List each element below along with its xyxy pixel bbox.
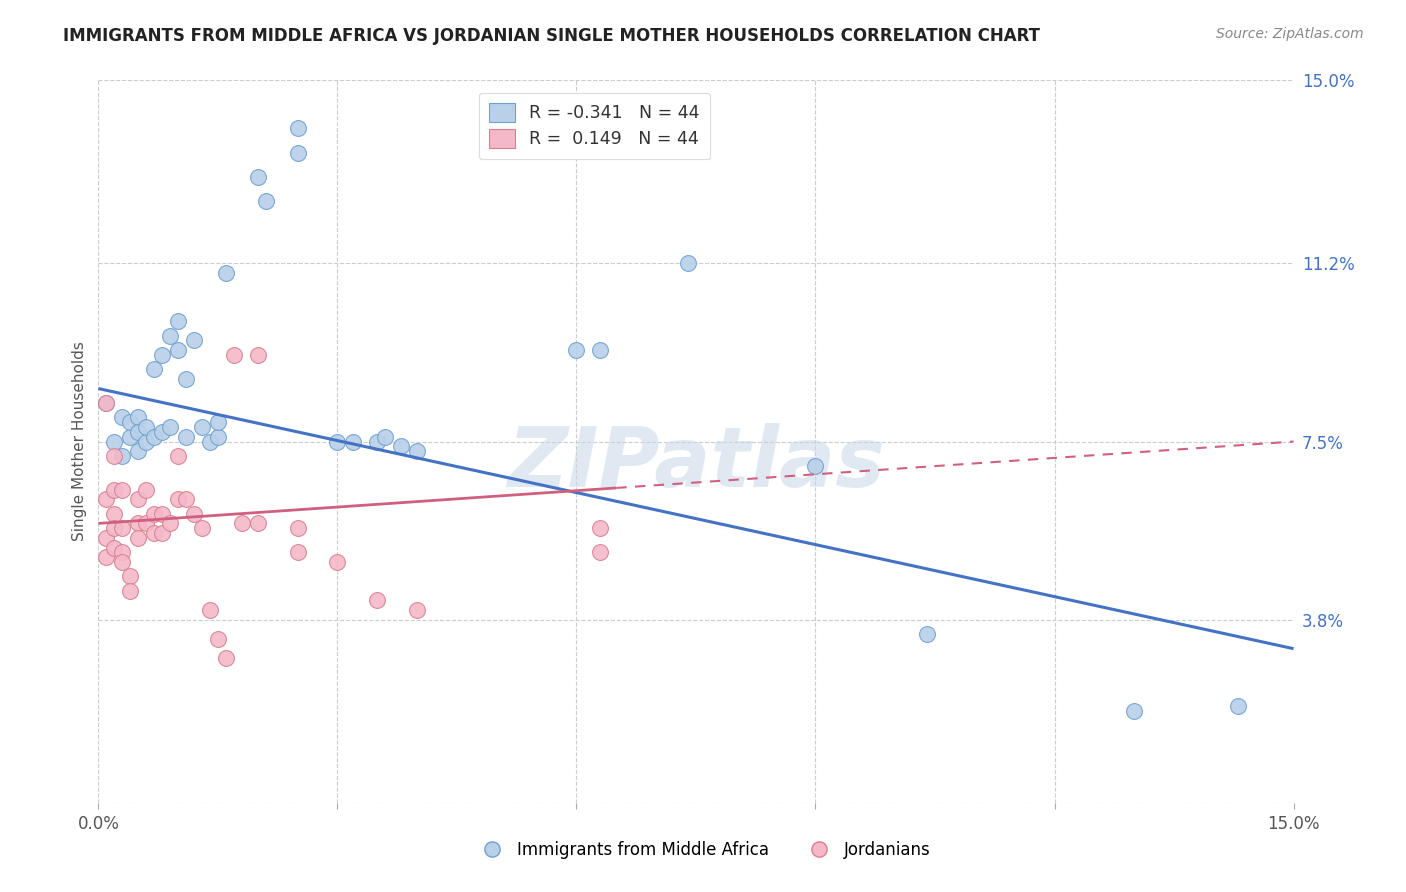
- Point: [167, 314, 190, 328]
- Point: [120, 569, 142, 583]
- Point: [96, 550, 118, 565]
- Point: [127, 531, 149, 545]
- Point: [150, 348, 173, 362]
- Point: [366, 434, 388, 449]
- Point: [167, 449, 190, 463]
- Point: [246, 348, 269, 362]
- Point: [96, 531, 118, 545]
- Point: [135, 516, 157, 531]
- Legend: Immigrants from Middle Africa, Jordanians: Immigrants from Middle Africa, Jordanian…: [468, 835, 938, 866]
- Point: [103, 483, 125, 497]
- Point: [1226, 699, 1249, 714]
- Point: [207, 632, 229, 646]
- Point: [127, 492, 149, 507]
- Point: [287, 521, 309, 535]
- Point: [111, 483, 134, 497]
- Point: [143, 507, 166, 521]
- Point: [191, 521, 214, 535]
- Point: [326, 555, 349, 569]
- Text: IMMIGRANTS FROM MIDDLE AFRICA VS JORDANIAN SINGLE MOTHER HOUSEHOLDS CORRELATION : IMMIGRANTS FROM MIDDLE AFRICA VS JORDANI…: [63, 27, 1040, 45]
- Point: [174, 492, 197, 507]
- Point: [103, 541, 125, 555]
- Point: [143, 526, 166, 541]
- Point: [135, 483, 157, 497]
- Point: [96, 492, 118, 507]
- Point: [191, 420, 214, 434]
- Point: [103, 507, 125, 521]
- Point: [135, 434, 157, 449]
- Point: [111, 545, 134, 559]
- Text: Source: ZipAtlas.com: Source: ZipAtlas.com: [1216, 27, 1364, 41]
- Point: [159, 420, 181, 434]
- Point: [111, 555, 134, 569]
- Point: [215, 266, 238, 280]
- Point: [287, 545, 309, 559]
- Point: [246, 516, 269, 531]
- Point: [207, 415, 229, 429]
- Point: [198, 603, 221, 617]
- Point: [406, 444, 429, 458]
- Point: [167, 343, 190, 357]
- Point: [143, 430, 166, 444]
- Point: [120, 415, 142, 429]
- Point: [589, 521, 612, 535]
- Point: [111, 449, 134, 463]
- Point: [150, 526, 173, 541]
- Point: [1123, 704, 1146, 718]
- Point: [246, 169, 269, 184]
- Point: [103, 449, 125, 463]
- Point: [231, 516, 253, 531]
- Point: [366, 593, 388, 607]
- Point: [389, 439, 412, 453]
- Point: [96, 396, 118, 410]
- Point: [174, 372, 197, 386]
- Point: [143, 362, 166, 376]
- Point: [103, 521, 125, 535]
- Point: [135, 420, 157, 434]
- Point: [589, 545, 612, 559]
- Point: [287, 145, 309, 160]
- Point: [127, 516, 149, 531]
- Point: [167, 492, 190, 507]
- Point: [127, 410, 149, 425]
- Legend: R = -0.341   N = 44, R =  0.149   N = 44: R = -0.341 N = 44, R = 0.149 N = 44: [479, 93, 710, 159]
- Point: [342, 434, 364, 449]
- Y-axis label: Single Mother Households: Single Mother Households: [72, 342, 87, 541]
- Text: ZIPatlas: ZIPatlas: [508, 423, 884, 504]
- Point: [406, 603, 429, 617]
- Point: [207, 430, 229, 444]
- Point: [127, 425, 149, 439]
- Point: [150, 425, 173, 439]
- Point: [103, 434, 125, 449]
- Point: [150, 507, 173, 521]
- Point: [222, 348, 245, 362]
- Point: [159, 516, 181, 531]
- Point: [111, 521, 134, 535]
- Point: [589, 343, 612, 357]
- Point: [96, 396, 118, 410]
- Point: [183, 334, 205, 348]
- Point: [111, 410, 134, 425]
- Point: [127, 444, 149, 458]
- Point: [915, 627, 938, 641]
- Point: [198, 434, 221, 449]
- Point: [804, 458, 827, 473]
- Point: [374, 430, 396, 444]
- Point: [676, 256, 699, 270]
- Point: [326, 434, 349, 449]
- Point: [565, 343, 588, 357]
- Point: [183, 507, 205, 521]
- Point: [120, 430, 142, 444]
- Point: [159, 328, 181, 343]
- Point: [254, 194, 277, 208]
- Point: [174, 430, 197, 444]
- Point: [120, 583, 142, 598]
- Point: [215, 651, 238, 665]
- Point: [287, 121, 309, 136]
